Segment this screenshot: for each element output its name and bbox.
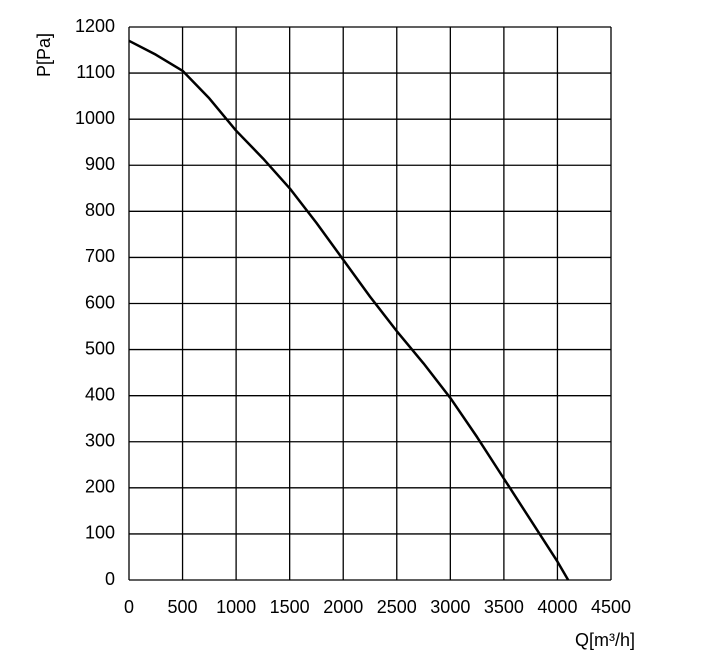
x-axis-label: Q[m³/h] — [575, 630, 635, 650]
y-tick-label: 1100 — [76, 62, 115, 82]
y-tick-label: 800 — [85, 200, 115, 220]
x-tick-label: 500 — [168, 597, 198, 617]
x-tick-label: 4000 — [537, 597, 577, 617]
x-tick-label: 2500 — [377, 597, 417, 617]
y-axis-label: P[Pa] — [34, 33, 54, 77]
x-tick-label: 2000 — [323, 597, 363, 617]
y-tick-label: 0 — [105, 569, 115, 589]
y-tick-label: 600 — [85, 292, 115, 312]
y-tick-label: 300 — [85, 431, 115, 451]
x-tick-label: 3500 — [484, 597, 524, 617]
y-tick-label: 400 — [85, 384, 115, 404]
y-tick-label: 1200 — [75, 16, 115, 36]
x-tick-label: 1500 — [270, 597, 310, 617]
y-tick-label: 200 — [85, 477, 115, 497]
y-tick-label: 1000 — [75, 108, 115, 128]
y-tick-label: 700 — [85, 246, 115, 266]
x-tick-label: 1000 — [216, 597, 256, 617]
y-tick-label: 900 — [85, 154, 115, 174]
x-tick-label: 3000 — [430, 597, 470, 617]
y-tick-label: 100 — [85, 523, 115, 543]
y-tick-label: 500 — [85, 338, 115, 358]
x-tick-label: 0 — [124, 597, 134, 617]
curve — [128, 39, 570, 581]
x-tick-label: 4500 — [591, 597, 631, 617]
